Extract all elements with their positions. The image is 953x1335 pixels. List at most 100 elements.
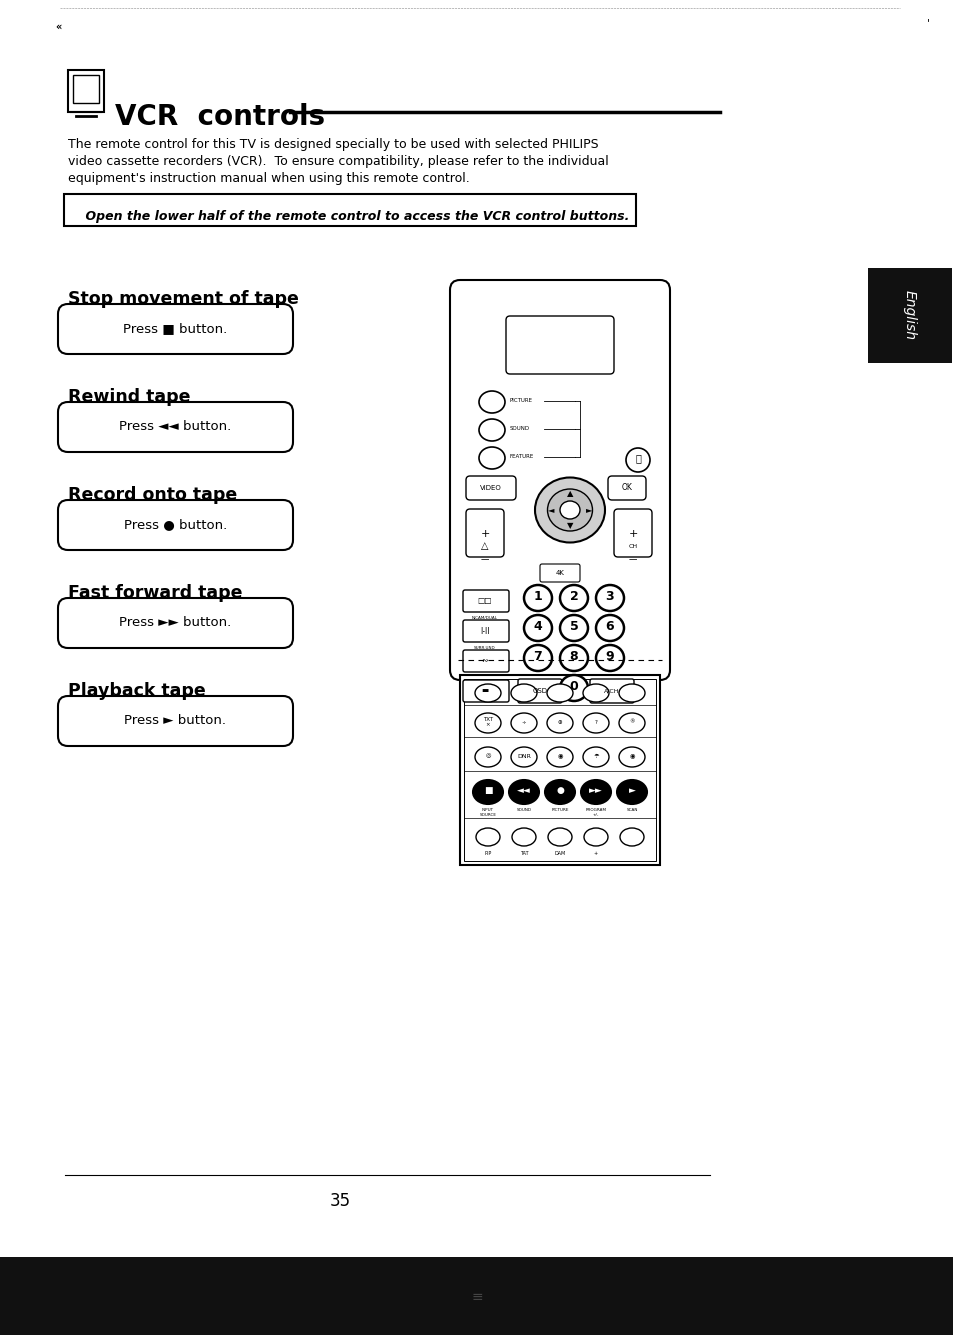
Text: 2: 2 [569,590,578,603]
Ellipse shape [559,676,587,701]
Ellipse shape [511,713,537,733]
Ellipse shape [476,828,499,846]
Text: ■: ■ [483,786,492,796]
Text: TAT: TAT [519,850,528,856]
Ellipse shape [478,419,504,441]
Text: □□: □□ [477,597,492,606]
Ellipse shape [475,748,500,768]
Text: +: + [479,529,489,539]
Text: CH: CH [628,543,637,549]
Ellipse shape [523,585,552,611]
Text: —: — [628,555,637,565]
Ellipse shape [582,684,608,702]
Text: 4: 4 [533,621,542,634]
Text: ►: ► [585,506,592,514]
Ellipse shape [473,780,502,804]
Ellipse shape [511,748,537,768]
Ellipse shape [596,615,623,641]
Text: ∾: ∾ [481,657,488,666]
Ellipse shape [535,478,604,542]
Ellipse shape [559,615,587,641]
Text: +: + [628,529,637,539]
Text: 7: 7 [533,650,542,663]
FancyBboxPatch shape [539,563,579,582]
FancyBboxPatch shape [867,268,951,363]
Text: Record onto tape: Record onto tape [68,486,237,505]
Ellipse shape [596,585,623,611]
Text: 6: 6 [605,621,614,634]
Text: SCAN: SCAN [626,808,637,812]
Ellipse shape [478,447,504,469]
Text: ÷: ÷ [521,720,526,725]
Text: ●: ● [556,786,563,796]
FancyBboxPatch shape [463,680,656,861]
Text: Press ◄◄ button.: Press ◄◄ button. [119,421,232,434]
Text: ?: ? [594,720,597,725]
FancyBboxPatch shape [589,680,634,704]
FancyBboxPatch shape [462,590,509,611]
Text: Open the lower half of the remote control to access the VCR control buttons.: Open the lower half of the remote contro… [68,210,629,223]
FancyBboxPatch shape [58,696,293,746]
Text: English: English [902,291,916,340]
Text: PICTURE: PICTURE [510,399,533,403]
Text: Rewind tape: Rewind tape [68,388,191,406]
Text: ⏻: ⏻ [635,453,640,463]
Text: «: « [55,21,61,32]
Ellipse shape [625,449,649,473]
Text: ►►: ►► [589,786,602,796]
FancyBboxPatch shape [450,280,669,680]
Text: 1: 1 [533,590,542,603]
Ellipse shape [478,391,504,413]
Ellipse shape [475,713,500,733]
Ellipse shape [559,645,587,672]
Text: Press ►► button.: Press ►► button. [119,617,232,630]
Text: 8: 8 [569,650,578,663]
Ellipse shape [475,684,500,702]
FancyBboxPatch shape [462,680,509,702]
Text: ▲: ▲ [566,490,573,498]
Text: ◄: ◄ [547,506,554,514]
Ellipse shape [618,748,644,768]
Text: ': ' [926,17,929,28]
Text: TXT
×: TXT × [482,717,493,728]
Text: VCR  controls: VCR controls [115,103,325,131]
Text: ◄◄: ◄◄ [517,786,530,796]
Text: 35: 35 [329,1192,350,1210]
FancyBboxPatch shape [459,676,659,865]
FancyBboxPatch shape [58,598,293,647]
FancyBboxPatch shape [517,680,561,704]
Ellipse shape [559,501,579,519]
Ellipse shape [512,828,536,846]
Ellipse shape [511,684,537,702]
Text: A/CH: A/CH [603,689,619,693]
FancyBboxPatch shape [607,477,645,501]
Text: Stop movement of tape: Stop movement of tape [68,290,298,308]
FancyBboxPatch shape [465,477,516,501]
Text: ☂: ☂ [593,753,598,758]
Text: ®: ® [629,720,634,725]
Text: Press ► button.: Press ► button. [125,714,226,728]
Text: PROGRAM
+/-: PROGRAM +/- [585,808,606,817]
FancyBboxPatch shape [64,194,636,226]
Text: DAM: DAM [554,850,565,856]
FancyBboxPatch shape [58,402,293,453]
FancyBboxPatch shape [462,650,509,672]
Ellipse shape [619,828,643,846]
Text: Playback tape: Playback tape [68,682,206,700]
Ellipse shape [546,748,573,768]
Text: 0: 0 [569,681,578,693]
Text: PICTURE: PICTURE [551,808,568,812]
Text: 4K: 4K [555,570,564,575]
Ellipse shape [618,713,644,733]
FancyBboxPatch shape [614,509,651,557]
Text: ◉: ◉ [557,753,562,758]
Text: Fast forward tape: Fast forward tape [68,583,242,602]
Text: PIP: PIP [484,850,491,856]
FancyBboxPatch shape [73,75,99,103]
Text: 5: 5 [569,621,578,634]
Ellipse shape [546,713,573,733]
Text: 9: 9 [605,650,614,663]
FancyBboxPatch shape [465,509,503,557]
FancyBboxPatch shape [58,304,293,354]
FancyBboxPatch shape [505,316,614,374]
